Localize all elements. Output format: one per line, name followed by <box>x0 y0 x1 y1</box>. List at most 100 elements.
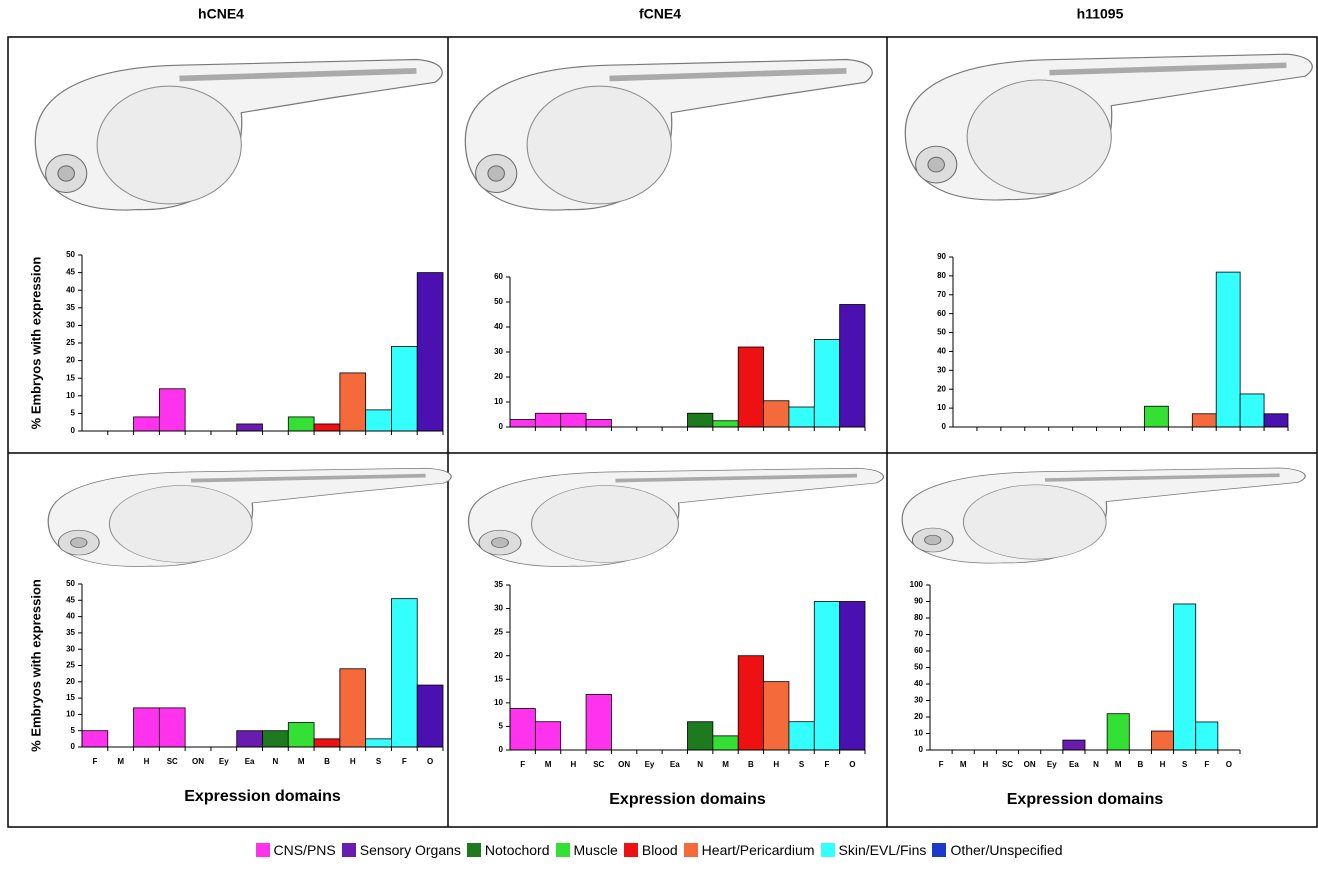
x-tick-label: Ey <box>1047 760 1057 769</box>
legend-swatch <box>255 843 270 857</box>
embryo-image <box>48 468 451 566</box>
y-tick-label: 20 <box>66 677 75 686</box>
x-tick-label: M <box>545 760 552 769</box>
y-tick-label: 15 <box>494 674 503 683</box>
bar <box>1263 413 1289 428</box>
x-tick-label: S <box>376 757 382 766</box>
bar <box>585 419 612 428</box>
legend-item: CNS/PNS <box>255 842 336 858</box>
y-tick-label: 30 <box>494 347 503 356</box>
y-tick-label: 40 <box>937 347 946 356</box>
y-tick-label: 5 <box>71 409 76 418</box>
x-tick-label: H <box>144 757 150 766</box>
y-tick-label: 0 <box>71 742 76 751</box>
x-tick-label: H <box>982 760 988 769</box>
x-tick-label: F <box>402 757 407 766</box>
y-tick-label: 40 <box>914 679 923 688</box>
embryo-image <box>905 54 1312 200</box>
y-tick-label: 90 <box>937 252 946 261</box>
y-tick-label: 50 <box>66 579 75 588</box>
bar <box>81 730 109 748</box>
legend-label: CNS/PNS <box>273 842 336 858</box>
bar <box>534 721 562 751</box>
column-title: h11095 <box>1077 6 1124 22</box>
bar <box>287 416 315 432</box>
x-tick-label: Ey <box>645 760 655 769</box>
legend-label: Skin/EVL/Fins <box>838 842 927 858</box>
x-tick-label: B <box>1137 760 1143 769</box>
bar <box>262 730 289 748</box>
bar <box>313 738 341 748</box>
bar <box>365 738 392 748</box>
x-tick-label: Ea <box>1069 760 1079 769</box>
column-title: fCNE4 <box>639 6 681 22</box>
x-tick-label: S <box>1182 760 1188 769</box>
bar <box>1195 721 1219 751</box>
bar <box>788 406 815 428</box>
y-tick-label: 10 <box>914 729 923 738</box>
y-tick-label: 30 <box>914 696 923 705</box>
y-tick-label: 10 <box>937 403 946 412</box>
x-tick-label: SC <box>167 757 178 766</box>
bar <box>813 601 841 751</box>
y-tick-label: 10 <box>66 710 75 719</box>
y-tick-label: 40 <box>66 285 75 294</box>
x-axis-label: Expression domains <box>609 791 766 808</box>
y-tick-label: 25 <box>494 627 503 636</box>
legend-item: Muscle <box>555 842 618 858</box>
legend-label: Blood <box>641 842 678 858</box>
x-tick-label: O <box>849 760 855 769</box>
bar <box>1106 713 1130 751</box>
y-tick-label: 30 <box>937 365 946 374</box>
bar <box>313 423 341 432</box>
x-tick-label: Ea <box>245 757 255 766</box>
x-tick-label: B <box>324 757 330 766</box>
y-tick-label: 50 <box>937 328 946 337</box>
bar <box>509 419 536 428</box>
x-tick-label: SC <box>593 760 604 769</box>
bar <box>737 655 764 751</box>
bar <box>763 681 790 751</box>
bar <box>1062 739 1086 751</box>
x-tick-label: M <box>722 760 729 769</box>
y-tick-label: 0 <box>71 426 76 435</box>
legend-item: Skin/EVL/Fins <box>820 842 927 858</box>
x-tick-label: O <box>427 757 433 766</box>
y-tick-label: 45 <box>66 268 75 277</box>
x-tick-label: M <box>298 757 305 766</box>
y-tick-label: 10 <box>66 391 75 400</box>
x-tick-label: F <box>520 760 525 769</box>
bar <box>687 721 714 751</box>
x-tick-label: ON <box>1024 760 1036 769</box>
y-tick-label: 10 <box>494 397 503 406</box>
y-tick-label: 20 <box>494 651 503 660</box>
column-title: hCNE4 <box>198 6 244 22</box>
bar <box>365 409 392 432</box>
legend: CNS/PNS Sensory Organs Notochord Muscle Bloo… <box>0 842 1318 858</box>
bar <box>1191 413 1217 428</box>
x-tick-label: H <box>571 760 577 769</box>
y-tick-label: 5 <box>71 726 76 735</box>
y-tick-label: 100 <box>910 580 924 589</box>
bar <box>287 722 315 748</box>
bar <box>339 668 367 748</box>
bar <box>1239 393 1265 428</box>
x-tick-label: Ey <box>219 757 229 766</box>
embryo-image <box>469 468 884 566</box>
bar <box>1144 405 1169 428</box>
legend-label: Muscle <box>573 842 618 858</box>
y-tick-label: 80 <box>937 271 946 280</box>
x-tick-label: B <box>748 760 754 769</box>
x-tick-label: O <box>1226 760 1232 769</box>
legend-swatch <box>820 843 835 857</box>
x-tick-label: F <box>825 760 830 769</box>
x-tick-label: N <box>697 760 703 769</box>
y-tick-label: 50 <box>914 663 923 672</box>
bar <box>737 346 764 428</box>
y-tick-label: 0 <box>499 422 504 431</box>
y-tick-label: 0 <box>919 745 924 754</box>
bar <box>391 598 418 748</box>
bar <box>416 272 444 432</box>
